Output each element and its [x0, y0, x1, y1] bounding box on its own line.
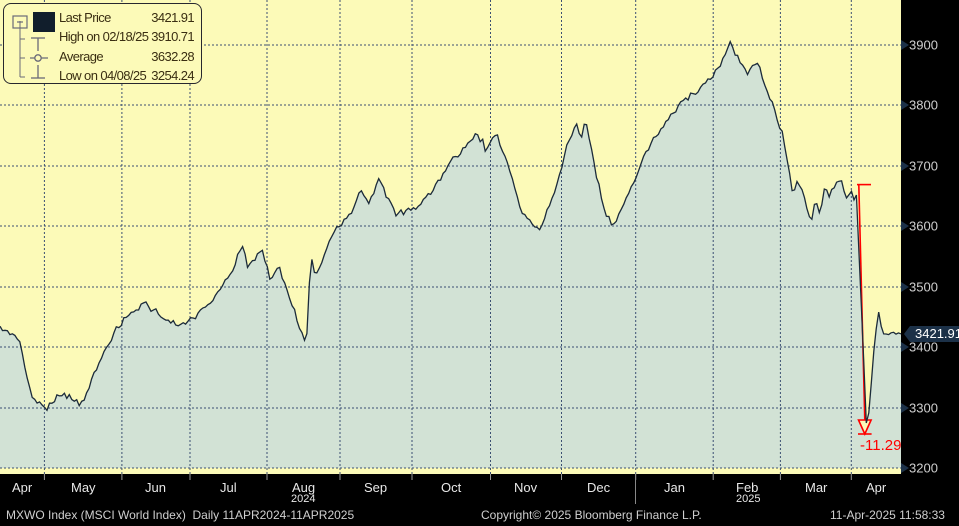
svg-text:-11.29%: -11.29%	[860, 437, 901, 454]
